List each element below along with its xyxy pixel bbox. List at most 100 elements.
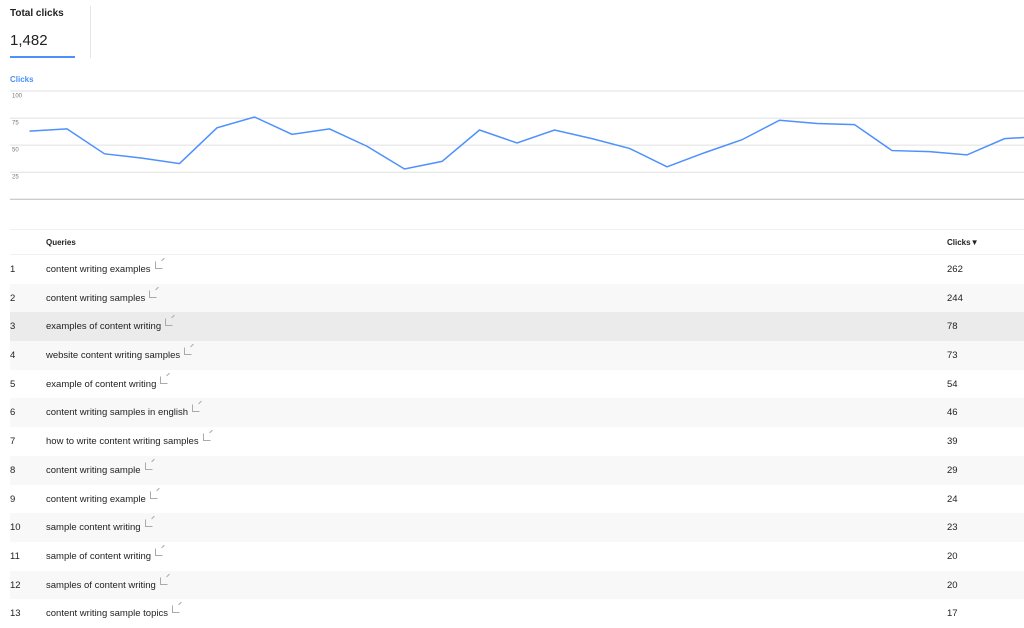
data-point[interactable] (514, 140, 520, 146)
clicks-value: 244 (947, 293, 963, 304)
row-number: 10 (10, 522, 21, 533)
query-label: content writing sample (46, 465, 141, 476)
query-label: content writing example (46, 494, 146, 505)
header-clicks-sort[interactable]: Clicks▼ (947, 238, 979, 247)
table-row[interactable]: 1 content writing examples 262 (10, 255, 1024, 284)
data-point[interactable] (102, 151, 108, 157)
query-text[interactable]: example of content writing (46, 379, 168, 390)
data-point[interactable] (289, 131, 295, 137)
clicks-value: 39 (947, 436, 958, 447)
data-point[interactable] (327, 126, 333, 132)
data-point[interactable] (64, 126, 70, 132)
query-text[interactable]: examples of content writing (46, 321, 173, 332)
data-point[interactable] (552, 127, 558, 133)
data-point[interactable] (402, 166, 408, 172)
query-label: sample content writing (46, 522, 141, 533)
query-label: content writing examples (46, 264, 151, 275)
data-point[interactable] (214, 125, 220, 131)
query-text[interactable]: website content writing samples (46, 350, 192, 361)
table-row[interactable]: 7 how to write content writing samples 3… (10, 427, 1024, 456)
external-link-icon[interactable] (160, 577, 168, 585)
data-point[interactable] (889, 148, 895, 154)
table-row[interactable]: 12 samples of content writing 20 (10, 571, 1024, 600)
query-text[interactable]: how to write content writing samples (46, 436, 211, 447)
query-label: sample of content writing (46, 551, 151, 562)
clicks-value: 73 (947, 350, 958, 361)
table-row[interactable]: 5 example of content writing 54 (10, 370, 1024, 399)
row-number: 11 (10, 551, 20, 562)
data-point[interactable] (627, 145, 633, 151)
query-label: samples of content writing (46, 580, 156, 591)
data-point[interactable] (927, 149, 933, 155)
total-clicks-card[interactable]: Total clicks 1,482 (10, 6, 91, 58)
data-point[interactable] (27, 128, 33, 134)
clicks-value: 24 (947, 494, 958, 505)
query-text[interactable]: content writing samples (46, 293, 157, 304)
external-link-icon[interactable] (150, 491, 158, 499)
data-point[interactable] (964, 152, 970, 158)
clicks-value: 23 (947, 522, 958, 533)
clicks-value: 29 (947, 465, 958, 476)
table-row[interactable]: 6 content writing samples in english 46 (10, 398, 1024, 427)
metric-label: Total clicks (10, 8, 64, 19)
query-text[interactable]: content writing examples (46, 264, 163, 275)
query-label: content writing samples in english (46, 407, 188, 418)
query-text[interactable]: sample content writing (46, 522, 153, 533)
data-point[interactable] (664, 164, 670, 170)
table-row[interactable]: 4 website content writing samples 73 (10, 341, 1024, 370)
data-point[interactable] (477, 127, 483, 133)
data-point[interactable] (739, 137, 745, 143)
query-label: website content writing samples (46, 350, 180, 361)
external-link-icon[interactable] (165, 318, 173, 326)
data-point[interactable] (252, 114, 258, 120)
external-link-icon[interactable] (172, 605, 180, 613)
y-tick-label: 75 (12, 121, 19, 127)
external-link-icon[interactable] (145, 519, 153, 527)
data-point[interactable] (177, 161, 183, 167)
query-text[interactable]: content writing sample (46, 465, 153, 476)
query-label: content writing samples (46, 293, 145, 304)
data-point[interactable] (1002, 136, 1008, 142)
external-link-icon[interactable] (155, 261, 163, 269)
row-number: 1 (10, 264, 15, 275)
query-text[interactable]: content writing samples in english (46, 407, 200, 418)
data-point[interactable] (702, 150, 708, 156)
query-text[interactable]: sample of content writing (46, 551, 163, 562)
data-point[interactable] (439, 158, 445, 164)
external-link-icon[interactable] (203, 433, 211, 441)
data-point[interactable] (139, 155, 145, 161)
data-point[interactable] (814, 120, 820, 126)
external-link-icon[interactable] (149, 290, 157, 298)
query-label: examples of content writing (46, 321, 161, 332)
query-text[interactable]: content writing example (46, 494, 158, 505)
external-link-icon[interactable] (184, 347, 192, 355)
metric-selected-indicator (10, 56, 75, 58)
data-point[interactable] (777, 117, 783, 123)
row-number: 9 (10, 494, 15, 505)
data-point[interactable] (852, 122, 858, 128)
y-tick-label: 100 (12, 94, 23, 100)
table-row[interactable]: 2 content writing samples 244 (10, 284, 1024, 313)
data-point[interactable] (364, 143, 370, 149)
table-row[interactable]: 9 content writing example 24 (10, 485, 1024, 514)
query-label: how to write content writing samples (46, 436, 199, 447)
external-link-icon[interactable] (155, 548, 163, 556)
external-link-icon[interactable] (192, 404, 200, 412)
table-row[interactable]: 10 sample content writing 23 (10, 513, 1024, 542)
row-number: 5 (10, 379, 15, 390)
row-number: 3 (10, 321, 15, 332)
query-text[interactable]: samples of content writing (46, 580, 168, 591)
external-link-icon[interactable] (160, 376, 168, 384)
row-number: 4 (10, 350, 15, 361)
external-link-icon[interactable] (145, 462, 153, 470)
row-number: 7 (10, 436, 15, 447)
data-point[interactable] (589, 136, 595, 142)
table-row[interactable]: 3 examples of content writing 78 (10, 312, 1024, 341)
table-header: Queries Clicks▼ (10, 229, 1024, 255)
clicks-value: 46 (947, 407, 958, 418)
table-row[interactable]: 11 sample of content writing 20 (10, 542, 1024, 571)
table-row[interactable]: 8 content writing sample 29 (10, 456, 1024, 485)
clicks-value: 20 (947, 580, 958, 591)
query-label: example of content writing (46, 379, 156, 390)
